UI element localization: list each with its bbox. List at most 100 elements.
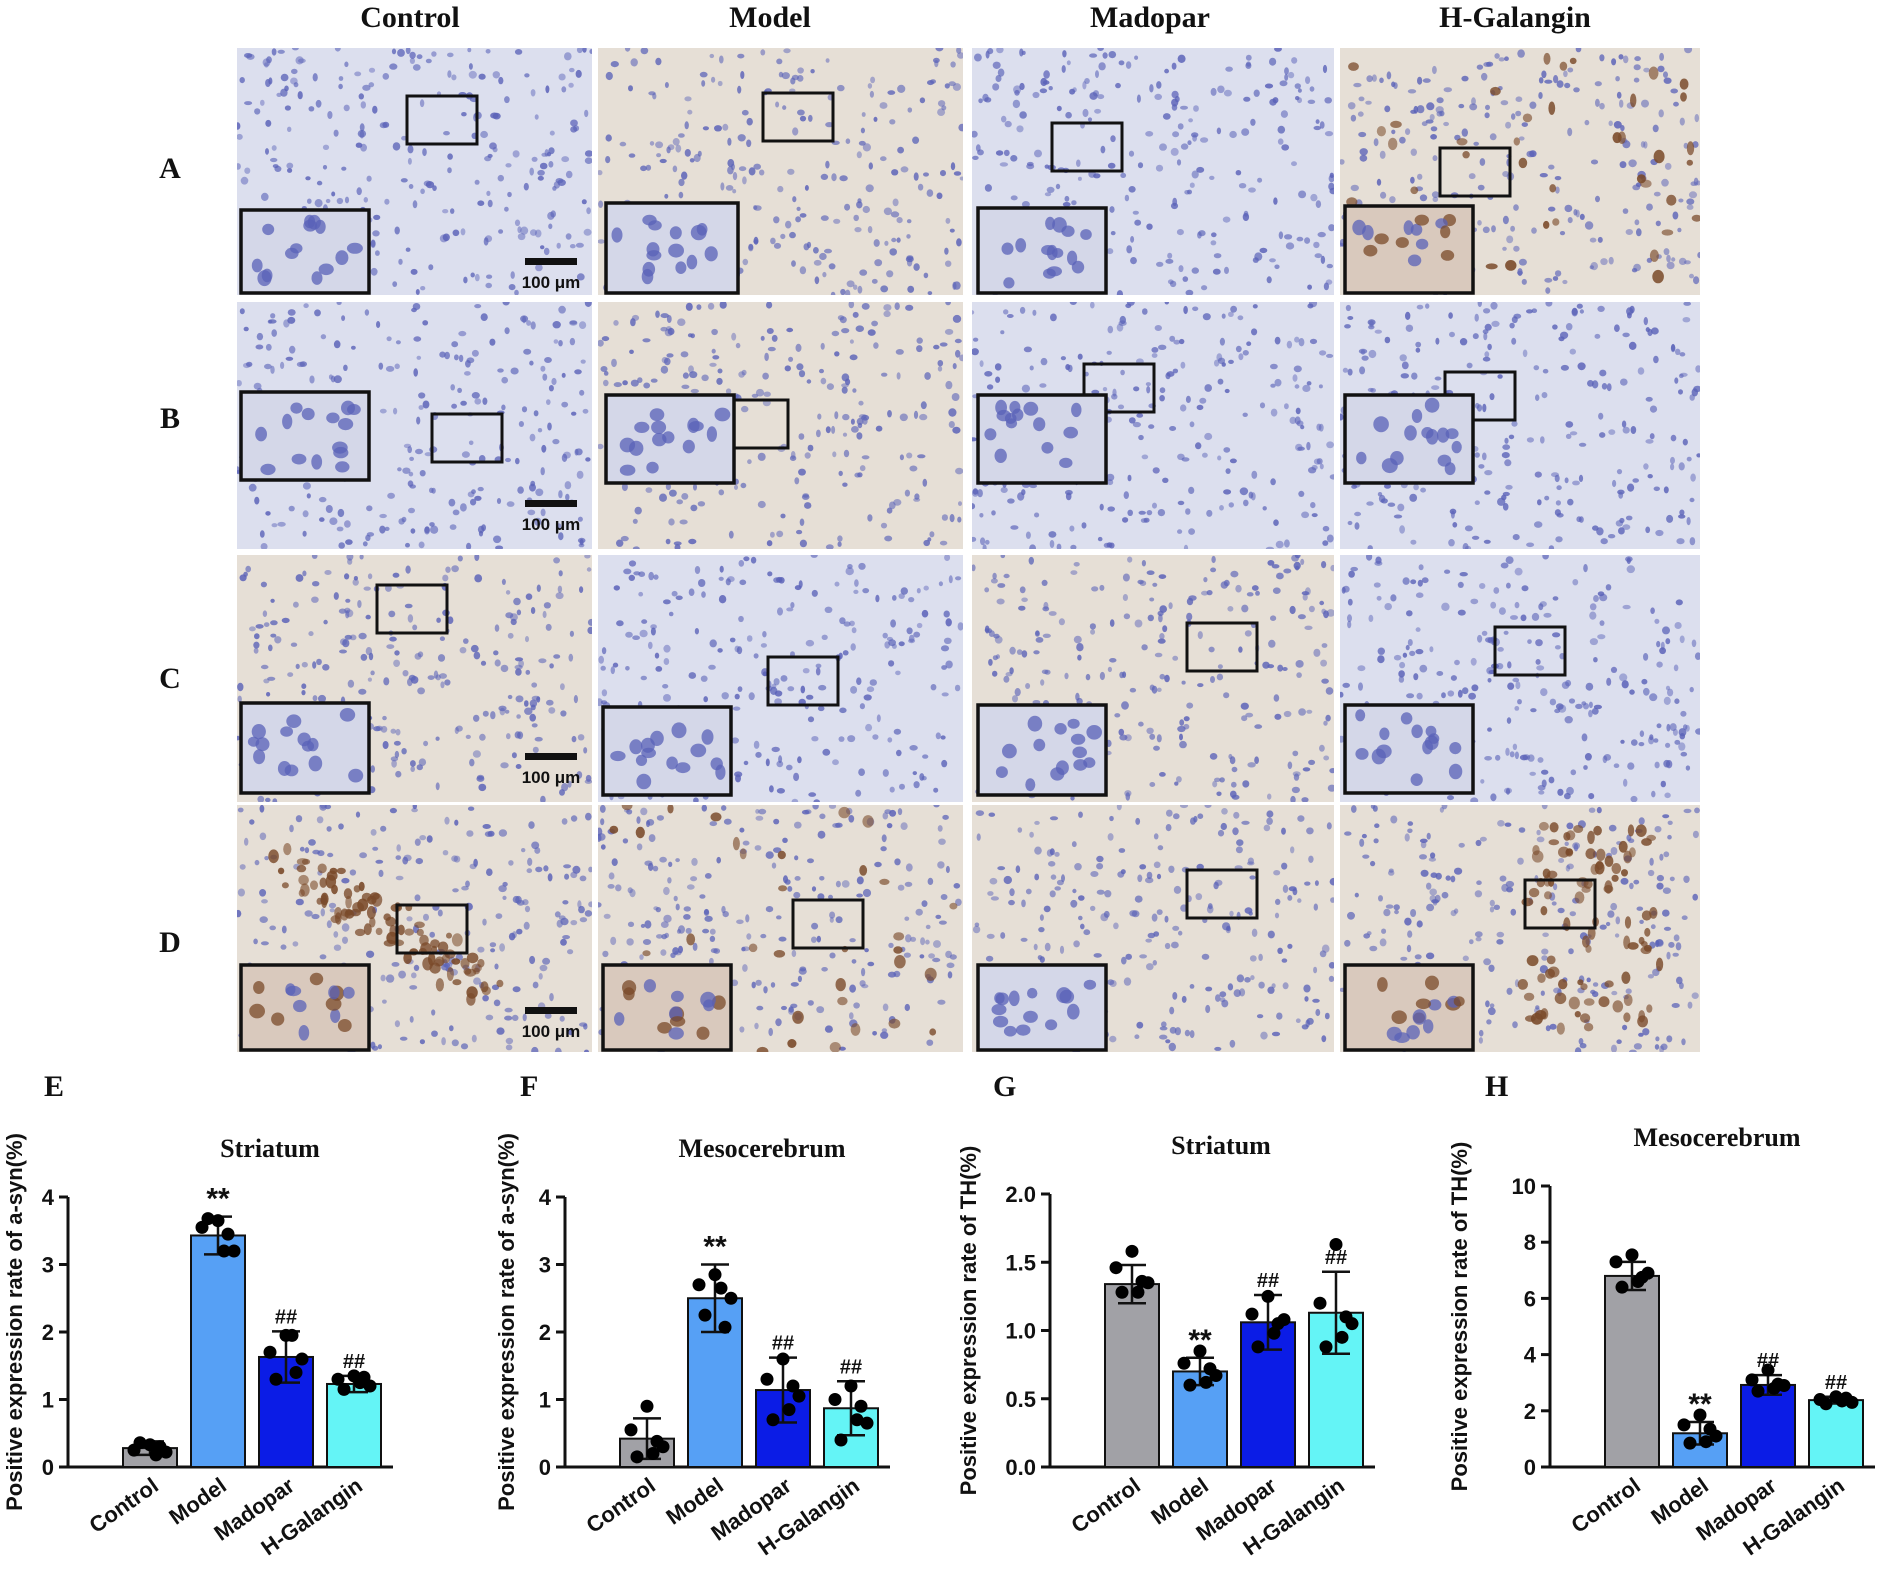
data-point [353,1376,367,1390]
data-point [828,1393,842,1406]
data-point [1819,1397,1833,1411]
data-point [708,1268,722,1282]
micrograph-a-h-galangin [1340,48,1700,295]
micrograph-b-control: 100 μm [237,302,592,549]
data-point [133,1436,147,1450]
micrograph-a-model [598,48,963,295]
y-tick-label: 1 [539,1388,551,1413]
panel-letter-g: G [993,1070,1017,1103]
data-point [692,1278,706,1292]
data-point [1625,1248,1639,1262]
y-tick-label: 0 [42,1455,54,1480]
data-point [1703,1422,1717,1436]
data-point [1319,1340,1333,1354]
data-point [263,1345,277,1359]
data-point [1677,1418,1691,1432]
significance-annotation: ** [206,1183,230,1216]
y-tick-label: 1 [42,1388,54,1413]
data-point [792,1389,806,1403]
data-point [295,1352,309,1366]
data-point [285,1328,299,1342]
row-label-a: A [159,152,181,185]
micrograph-c-madopar [972,555,1334,802]
significance-annotation: ** [1188,1324,1212,1357]
data-point [1767,1381,1781,1395]
y-tick-label: 2 [539,1320,551,1345]
significance-annotation: ## [840,1356,862,1378]
y-axis-label: Positive expression rate of TH(%) [956,1146,981,1496]
data-point [1761,1363,1775,1377]
micrograph-a-control: 100 μm [237,48,592,295]
data-point [1699,1435,1713,1449]
data-point [850,1413,864,1427]
scale-bar-label: 100 μm [522,273,581,292]
micrograph-c-control: 100 μm [237,555,592,802]
row-label-c: C [159,662,181,695]
significance-annotation: ## [343,1351,365,1373]
data-point [1267,1326,1281,1340]
data-point [766,1413,780,1427]
y-tick-label: 2.0 [1005,1182,1036,1207]
panel-letter-f: F [520,1070,539,1103]
chart-title: Mesocerebrum [678,1134,845,1163]
data-point [650,1434,664,1448]
micrograph-b-h-galangin [1340,302,1700,549]
row-label-b: B [159,402,180,435]
data-point [1335,1330,1349,1344]
y-tick-label: 0 [1524,1455,1536,1480]
column-header-model: Model [729,1,811,34]
chart-title: Striatum [1171,1131,1271,1160]
micrograph-d-model [598,805,963,1052]
bar-control [1104,1283,1160,1468]
data-point [1109,1261,1123,1275]
data-point [1251,1340,1265,1354]
data-point [1693,1408,1707,1422]
y-tick-label: 4 [1524,1343,1537,1368]
data-point [1193,1344,1207,1358]
data-point [1329,1238,1343,1252]
data-point [149,1448,163,1462]
bar-h-galangin [1808,1399,1864,1468]
y-tick-label: 2 [1524,1399,1536,1424]
bar-madopar [1740,1383,1796,1468]
scale-bar-label: 100 μm [522,515,581,534]
data-point [714,1281,728,1295]
column-header-madopar: Madopar [1090,1,1210,34]
data-point [834,1433,848,1447]
data-point [786,1379,800,1393]
scale-bar-label: 100 μm [522,1022,581,1041]
significance-annotation: ## [1757,1350,1779,1372]
y-tick-label: 3 [42,1253,54,1278]
data-point [1313,1296,1327,1310]
data-point [1203,1362,1217,1376]
data-point [860,1416,874,1430]
data-point [201,1212,215,1226]
y-tick-label: 3 [539,1253,551,1278]
y-axis-label: Positive expression rate of TH(%) [1447,1142,1472,1492]
data-point [217,1244,231,1258]
y-tick-label: 0 [539,1455,551,1480]
data-point [1135,1274,1149,1288]
y-tick-label: 8 [1524,1230,1536,1255]
data-point [1199,1375,1213,1389]
data-point [221,1227,235,1241]
significance-annotation: ## [1825,1372,1847,1394]
micrograph-d-control: 100 μm [237,805,592,1052]
micrograph-a-madopar [972,48,1334,295]
y-tick-label: 4 [42,1185,55,1210]
data-point [630,1450,644,1464]
data-point [1745,1373,1759,1387]
data-point [143,1438,157,1452]
y-tick-label: 2 [42,1320,54,1345]
y-axis-label: Positive expression rate of a-syn(%) [494,1133,519,1511]
bar-model [190,1234,246,1468]
data-point [1261,1289,1275,1303]
micrograph-d-h-galangin [1340,805,1700,1052]
data-point [227,1244,241,1258]
data-point [1683,1436,1697,1450]
data-point [1131,1285,1145,1299]
chart-title: Striatum [220,1134,320,1163]
data-point [698,1308,712,1322]
panel-letter-e: E [44,1070,65,1103]
column-header-control: Control [360,1,460,34]
